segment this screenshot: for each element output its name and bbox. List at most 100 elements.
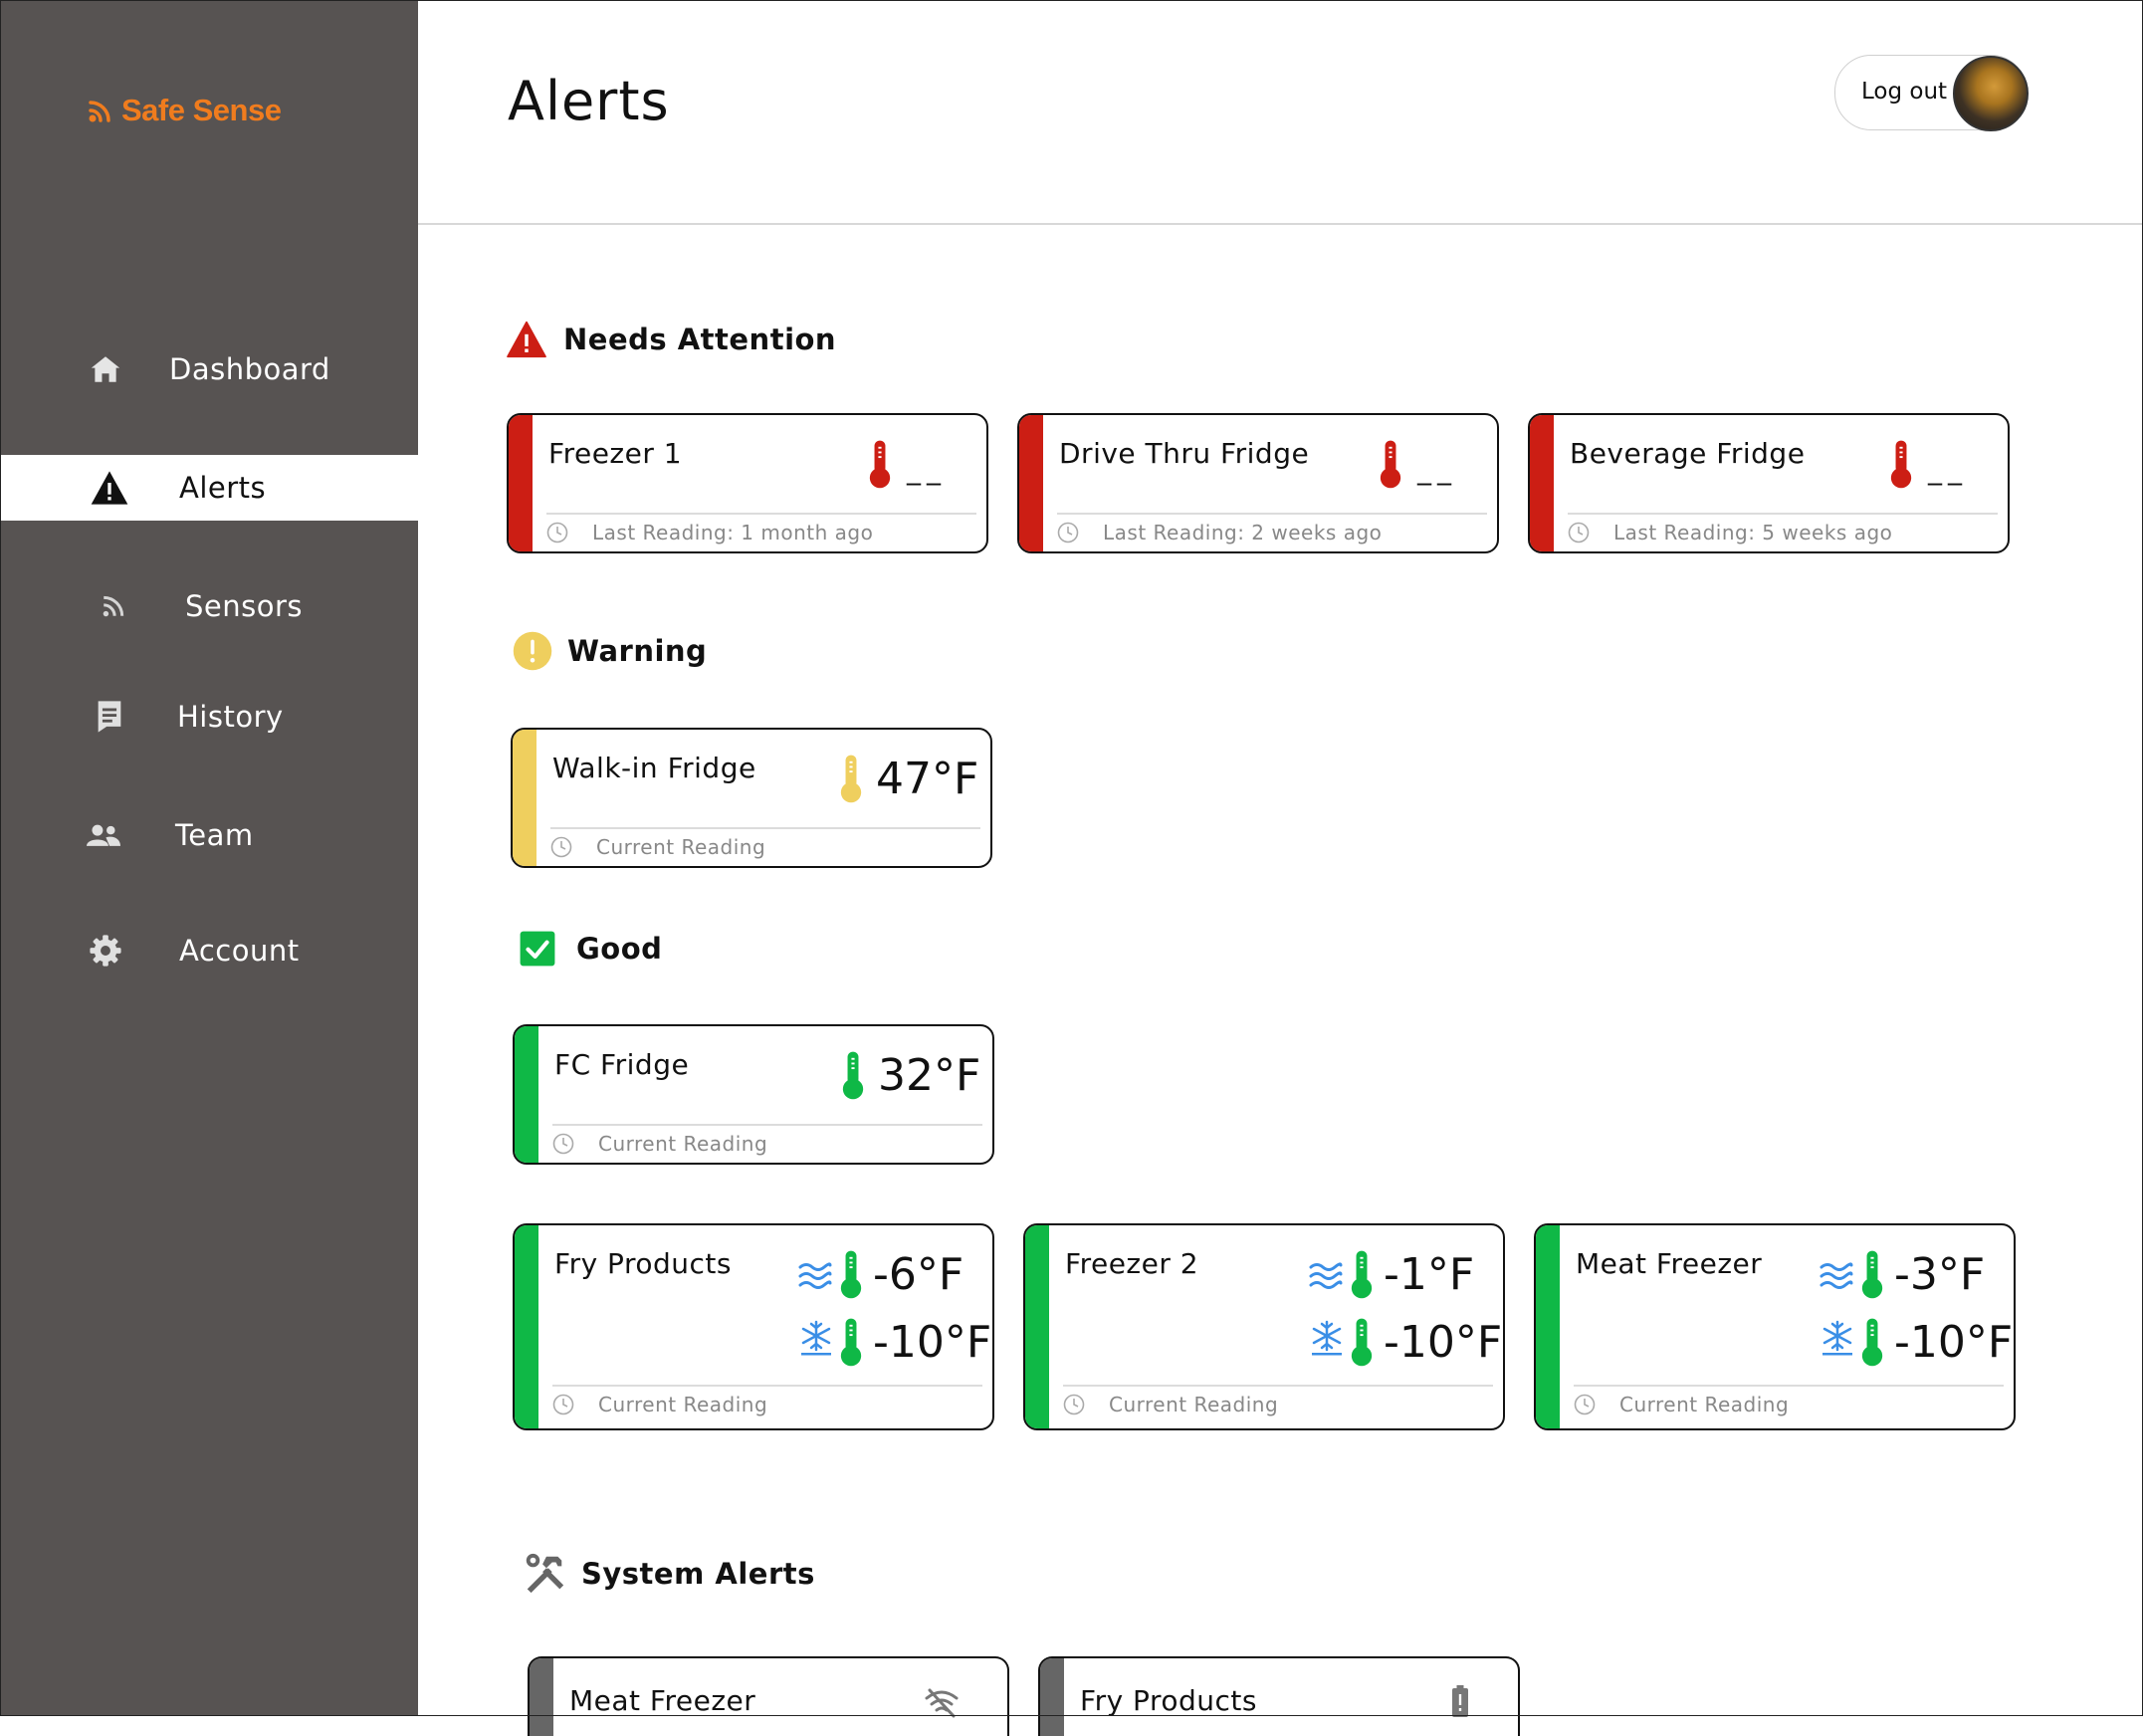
no-reading: __	[1417, 453, 1457, 486]
freeze-temperature: -10°F	[1384, 1317, 1503, 1368]
sensor-name: Fry Products	[554, 1247, 732, 1280]
air-wave-icon	[1820, 1262, 1853, 1289]
thermometer-icon	[1351, 1250, 1373, 1299]
thermometer-icon	[840, 1318, 862, 1367]
clock-icon	[552, 1133, 574, 1155]
current-reading-text: Current Reading	[598, 1393, 768, 1416]
warning-circle-icon	[513, 631, 552, 671]
gear-icon	[86, 931, 125, 971]
sidebar-item-team[interactable]: Team	[0, 802, 418, 868]
status-strip	[1019, 415, 1043, 551]
card-footer: Last Reading: 5 weeks ago	[1568, 521, 1892, 544]
status-strip	[1536, 1225, 1560, 1428]
wifi-off-icon	[925, 1688, 959, 1718]
system-alert-card[interactable]: Fry Products	[1038, 1656, 1520, 1736]
system-alert-card[interactable]: Meat Freezer	[528, 1656, 1009, 1736]
team-icon	[84, 815, 123, 855]
card-divider	[550, 827, 980, 829]
sensor-name: Meat Freezer	[569, 1684, 756, 1717]
card-divider	[552, 1124, 982, 1126]
snowflake-icon	[1822, 1320, 1852, 1356]
sensor-name: Freezer 2	[1065, 1247, 1199, 1280]
card-footer: Current Reading	[552, 1393, 767, 1416]
check-box-icon	[520, 931, 555, 967]
thermometer-icon	[840, 755, 862, 803]
section-title: Warning	[567, 634, 708, 668]
header-divider	[418, 223, 2143, 225]
page-title: Alerts	[508, 70, 670, 132]
card-footer: Last Reading: 1 month ago	[546, 521, 873, 544]
air-wave-icon	[1309, 1262, 1343, 1289]
card-footer: Last Reading: 2 weeks ago	[1057, 521, 1382, 544]
history-icon	[90, 697, 129, 737]
thermometer-icon	[842, 1051, 864, 1100]
no-reading: __	[1928, 453, 1968, 486]
sensor-card[interactable]: Freezer 1 __ Last Reading: 1 month ago	[507, 413, 988, 553]
app-logo[interactable]: Safe Sense	[88, 93, 282, 128]
card-divider	[1063, 1385, 1493, 1387]
last-reading-text: Last Reading: 1 month ago	[592, 521, 874, 544]
snowflake-icon	[1312, 1320, 1342, 1356]
section-good: Good	[519, 930, 662, 968]
section-system-alerts: System Alerts	[522, 1551, 815, 1597]
card-footer: Current Reading	[1574, 1393, 1789, 1416]
status-strip	[515, 1225, 538, 1428]
thermometer-icon	[1861, 1250, 1883, 1299]
logout-label: Log out	[1861, 79, 1948, 105]
sidebar-item-dashboard[interactable]: Dashboard	[0, 336, 418, 402]
sensor-card[interactable]: Drive Thru Fridge __ Last Reading: 2 wee…	[1017, 413, 1499, 553]
card-footer: Current Reading	[1063, 1393, 1278, 1416]
sidebar-item-label: History	[177, 700, 284, 734]
sensor-card[interactable]: Walk-in Fridge 47°F Current Reading	[511, 728, 992, 868]
current-reading-text: Current Reading	[596, 835, 766, 859]
clock-icon	[1057, 522, 1079, 543]
sensor-card[interactable]: Beverage Fridge __ Last Reading: 5 weeks…	[1528, 413, 2010, 553]
freeze-temperature: -10°F	[1894, 1317, 2014, 1368]
temperature-reading: 32°F	[878, 1050, 981, 1101]
thermometer-icon	[1890, 440, 1912, 489]
last-reading-text: Last Reading: 5 weeks ago	[1613, 521, 1893, 544]
sidebar-item-label: Alerts	[179, 471, 267, 505]
sensor-name: Fry Products	[1080, 1684, 1257, 1717]
logout-button[interactable]: Log out	[1834, 55, 2029, 131]
section-title: Needs Attention	[563, 323, 837, 356]
sidebar-item-label: Account	[179, 934, 300, 968]
air-temperature: -1°F	[1384, 1249, 1475, 1300]
card-footer: Current Reading	[550, 835, 765, 859]
air-wave-icon	[798, 1262, 832, 1289]
snowflake-icon	[801, 1320, 831, 1356]
sensor-card-dual[interactable]: Meat Freezer -3°F -10°F Current Reading	[1534, 1223, 2016, 1430]
last-reading-text: Last Reading: 2 weeks ago	[1103, 521, 1383, 544]
thermometer-icon	[1861, 1318, 1883, 1367]
sidebar-item-sensors[interactable]: Sensors	[0, 573, 418, 639]
status-strip	[1040, 1658, 1064, 1736]
sidebar-item-account[interactable]: Account	[0, 918, 418, 983]
clock-icon	[550, 836, 572, 858]
status-strip	[530, 1658, 553, 1736]
sidebar-item-label: Sensors	[185, 589, 304, 623]
sensor-card-dual[interactable]: Fry Products -6°F -10°F Current Reading	[513, 1223, 994, 1430]
signal-logo-icon	[89, 101, 110, 122]
danger-triangle-icon	[507, 321, 546, 358]
section-warning: Warning	[512, 630, 707, 672]
sidebar-item-alerts[interactable]: Alerts	[0, 455, 418, 521]
temperature-reading: 47°F	[876, 754, 979, 804]
thermometer-icon	[1380, 440, 1401, 489]
section-title: System Alerts	[581, 1557, 815, 1591]
sensor-name: Beverage Fridge	[1570, 437, 1806, 470]
sensor-name: Meat Freezer	[1576, 1247, 1763, 1280]
sensor-name: Walk-in Fridge	[552, 752, 756, 784]
logo-text: Safe Sense	[121, 93, 282, 127]
rss-icon	[94, 586, 133, 626]
card-divider	[1057, 513, 1487, 515]
sidebar-item-history[interactable]: History	[0, 684, 418, 750]
avatar[interactable]	[1953, 56, 2029, 131]
card-divider	[552, 1385, 982, 1387]
clock-icon	[1568, 522, 1590, 543]
section-needs-attention: Needs Attention	[506, 321, 836, 358]
clock-icon	[546, 522, 568, 543]
no-reading: __	[907, 453, 947, 486]
sensor-card-dual[interactable]: Freezer 2 -1°F -10°F Current Reading	[1023, 1223, 1505, 1430]
sensor-card[interactable]: FC Fridge 32°F Current Reading	[513, 1024, 994, 1165]
sensor-name: FC Fridge	[554, 1048, 690, 1081]
